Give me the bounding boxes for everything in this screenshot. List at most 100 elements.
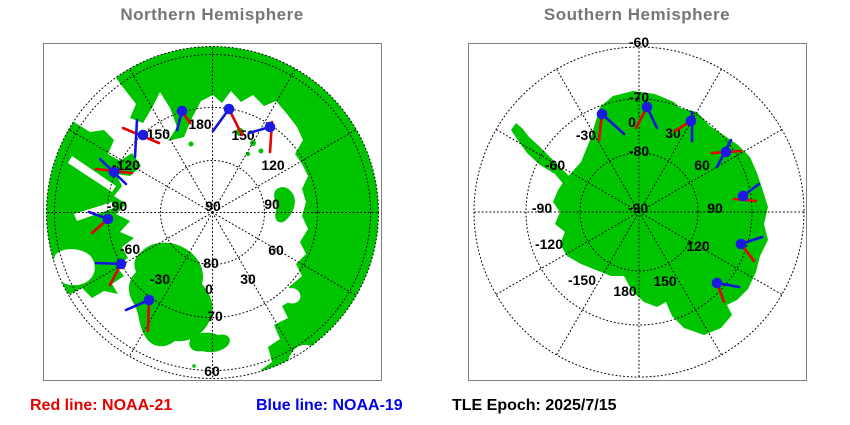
satellite-position-dot [685,115,697,127]
north-hemisphere-map: 180 -150 150 -120 120 -90 90 90 -60 60 80 -30 30 0 70 6… [43,43,382,381]
south-grid-label: 0 [628,114,636,130]
south-grid-label: -30 [576,127,596,143]
north-island [188,141,194,147]
north-sea-inlet [282,288,301,304]
north-satellite-marker [87,210,114,235]
south-lat-circle [525,98,753,326]
north-landmass [46,104,141,298]
north-grid-label: 60 [268,242,284,258]
south-map-canvas: -60-700-30 30-80-60 60-90 -90 90-120 120-150 1… [473,34,805,378]
north-lat-circle [54,54,371,371]
satellite-position-dot [596,108,608,120]
north-grid-label: 90 [264,196,280,212]
north-satellite-marker [211,103,244,137]
south-grid-label: -70 [629,89,649,105]
north-sea-inlet [68,156,116,192]
north-satellite-marker [124,294,155,333]
satellite-position-dot [223,103,235,115]
north-landmass [274,187,295,223]
north-lat-circle [160,160,265,265]
north-map-title: Northern Hemisphere [120,5,304,24]
satellite-position-dot [737,190,749,202]
south-lat-circle [579,152,699,272]
south-grid-label: 90 [707,200,723,216]
south-meridian [556,68,640,213]
south-map-title: Southern Hemisphere [543,5,731,24]
satellite-position-dot [176,105,188,117]
north-grid-label: 30 [240,271,256,287]
north-satellite-marker [121,118,161,159]
north-grid-label: -90 [107,198,127,214]
south-satellite-marker [735,235,764,263]
north-satellite-marker [247,120,276,154]
south-satellite-marker [732,182,761,203]
north-grid-label: 70 [207,308,223,324]
south-markers [596,101,764,304]
satellite-position-dot [108,166,120,178]
north-meridian [129,212,213,357]
south-satellite-marker [673,110,697,143]
satellite-position-dot [115,258,127,270]
south-satellite-marker [711,277,741,304]
satellite-position-dot [264,121,276,133]
satellite-position-dot [102,213,114,225]
south-meridian [638,129,783,213]
noaa19-track-line [133,118,139,159]
south-grid-label: 150 [653,273,677,289]
south-satellite-marker [710,138,743,169]
satellite-position-dot [143,294,155,306]
north-grid-label: 60 [204,363,220,379]
south-boundary-circle [473,46,805,378]
south-hemisphere-map: -60 -70 0 -30 30 -80 -60 60 -90 -90 90 -120 120 -150 1… [468,34,807,381]
north-meridian [212,129,357,213]
south-grid-label: -90 [628,200,648,216]
south-landmass [511,123,571,186]
north-grid-label: 80 [203,255,219,271]
south-grid-label: 120 [686,238,710,254]
south-grid-label: -150 [568,272,596,288]
south-meridian [638,211,722,356]
north-grid-label: 120 [261,157,285,173]
south-grid-label: -80 [629,143,649,159]
satellite-position-dot [720,146,732,158]
north-graticule [46,46,379,379]
north-sea-inlet [53,249,95,286]
north-meridian [129,68,213,213]
north-landmass [128,242,213,347]
north-grid-label: 90 [205,198,221,214]
north-meridian [212,212,296,357]
south-satellite-marker [634,101,659,130]
north-satellite-marker [94,258,127,287]
satellite-position-dot [735,238,747,250]
south-meridian [638,68,722,213]
south-grid-label: -90 [532,200,552,216]
legend-tle-epoch: TLE Epoch: 2025/7/15 [452,397,617,414]
south-satellite-marker [596,108,626,142]
north-meridian [68,212,213,296]
north-meridian [212,212,357,296]
satellite-position-dot [137,129,149,141]
north-island [245,151,251,157]
north-landmass [106,46,379,379]
north-satellite-marker [94,157,134,186]
south-meridian [495,129,640,213]
north-grid-label: -120 [112,157,140,173]
north-island [258,148,264,154]
north-sea-inlet [74,202,114,221]
north-lat-circle [107,107,318,318]
legend-noaa21: Red line: NOAA-21 [30,397,173,414]
north-grid-label: 0 [205,281,213,297]
south-graticule [473,46,805,378]
north-land-group [46,46,379,379]
south-grid-label: -60 [629,34,649,50]
north-grid-label: 180 [188,116,212,132]
south-meridian [638,211,783,295]
north-meridian [68,129,213,213]
north-grid-label: -30 [150,271,170,287]
satellite-position-dot [711,277,723,289]
north-landmass [189,332,230,353]
south-meridian [556,211,640,356]
north-satellite-marker [175,105,192,132]
